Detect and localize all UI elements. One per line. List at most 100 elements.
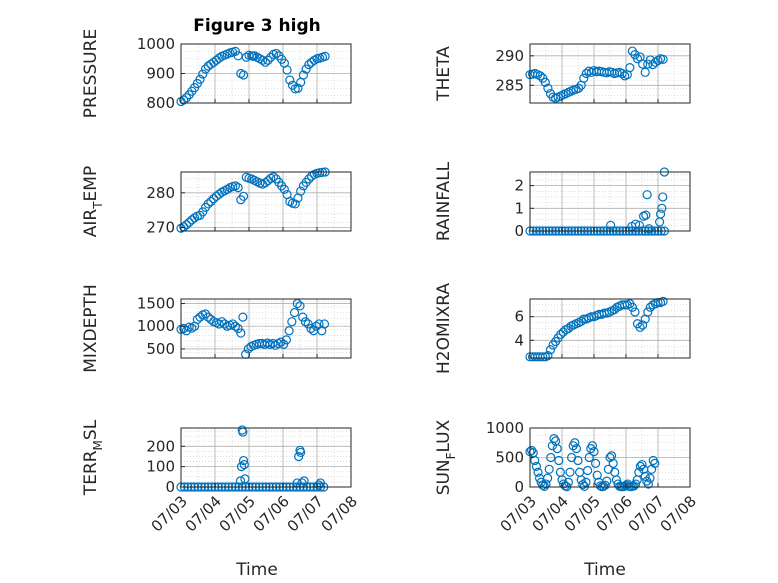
data-point	[581, 68, 591, 79]
data-point	[240, 474, 250, 484]
data-point	[281, 335, 291, 345]
data-point	[289, 308, 300, 318]
data-point	[650, 458, 660, 468]
y-tick-label: 200	[146, 437, 175, 455]
data-point	[238, 70, 249, 80]
data-point	[284, 326, 294, 336]
subplot-4: 0 1 2 RAINFALL	[434, 161, 691, 241]
data-point	[233, 183, 243, 193]
data-point	[658, 54, 668, 64]
data-point	[592, 470, 602, 480]
y-tick-label: 6	[514, 308, 524, 326]
y-tick-label: 2	[514, 177, 524, 195]
data-point	[304, 60, 314, 70]
data-point	[298, 70, 308, 80]
data-point	[590, 458, 601, 468]
data-point	[571, 444, 582, 454]
y-tick-label: 270	[146, 219, 175, 237]
data-point	[627, 302, 638, 312]
data-point	[635, 461, 646, 471]
y-tick-label: 1000	[137, 35, 175, 53]
data-point	[573, 455, 583, 466]
data-point	[526, 445, 537, 456]
data-point	[581, 477, 591, 487]
data-point	[645, 473, 655, 483]
data-point	[587, 441, 598, 451]
subplot-6: 4 6 H2OMIXRA	[434, 283, 691, 374]
y-tick-label: 4	[514, 331, 524, 349]
data-point	[296, 186, 306, 196]
y-tick-label: 1500	[137, 295, 175, 313]
data-point	[643, 307, 653, 317]
data-point	[238, 312, 248, 322]
data-point	[542, 473, 553, 483]
data-point	[233, 323, 243, 334]
y-axis-label: SUNFLUX	[434, 419, 458, 495]
data-point	[554, 455, 564, 466]
data-point	[292, 298, 302, 309]
y-tick-label: 500	[495, 449, 524, 467]
data-point	[300, 317, 311, 327]
data-point	[600, 480, 610, 490]
data-point	[271, 48, 281, 59]
data-point	[570, 438, 580, 448]
axes-box	[180, 298, 352, 359]
data-point	[287, 317, 297, 327]
data-point	[293, 83, 303, 93]
data-point	[299, 476, 309, 486]
data-point	[190, 213, 200, 223]
data-point	[295, 301, 305, 311]
data-point	[222, 184, 232, 194]
data-point	[206, 196, 216, 207]
data-point	[209, 194, 219, 204]
y-tick-label: 0	[165, 478, 175, 496]
data-point	[239, 460, 249, 470]
data-point	[531, 461, 542, 471]
data-point	[230, 46, 240, 56]
data-point	[538, 352, 548, 362]
data-point	[630, 479, 641, 489]
data-point	[582, 465, 593, 476]
data-point	[584, 452, 594, 463]
data-point	[657, 203, 667, 213]
data-point	[640, 67, 650, 77]
data-point	[314, 480, 324, 490]
y-tick-label: 290	[495, 47, 524, 65]
data-point	[617, 68, 627, 79]
data-point	[303, 319, 313, 329]
axes-box	[180, 427, 352, 488]
data-point	[545, 345, 556, 355]
data-point	[625, 62, 635, 73]
data-point	[181, 93, 192, 103]
subplot-1: 800 900 1000 PRESSURE	[81, 29, 352, 118]
data-point	[658, 296, 668, 306]
data-point	[630, 219, 641, 229]
data-point	[595, 481, 606, 491]
subplot-3: 270 280 AIRTEMP	[81, 166, 352, 237]
data-point	[543, 83, 553, 93]
y-tick-label: 900	[146, 65, 175, 83]
y-axis-label: AIRTEMP	[81, 166, 105, 237]
data-point	[565, 467, 575, 477]
data-point	[589, 447, 599, 457]
data-point	[579, 73, 589, 83]
data-point	[304, 174, 314, 184]
y-axis-label: RAINFALL	[434, 161, 454, 241]
data-point	[638, 320, 648, 330]
y-axis-label: TERRMSL	[81, 419, 105, 496]
y-tick-label: 280	[146, 184, 175, 202]
data-point	[290, 199, 300, 209]
data-point	[192, 314, 202, 325]
data-point	[217, 317, 227, 327]
data-point	[630, 307, 640, 317]
data-point	[214, 319, 224, 329]
data-point	[552, 444, 562, 454]
data-point	[263, 55, 273, 65]
data-point	[602, 476, 612, 486]
x-axis-label-left: Time	[235, 560, 278, 580]
y-tick-label: 285	[495, 76, 524, 94]
data-point	[579, 481, 590, 492]
data-point	[641, 210, 651, 220]
y-axis-label: H2OMIXRA	[434, 283, 454, 374]
data-point	[258, 55, 268, 65]
